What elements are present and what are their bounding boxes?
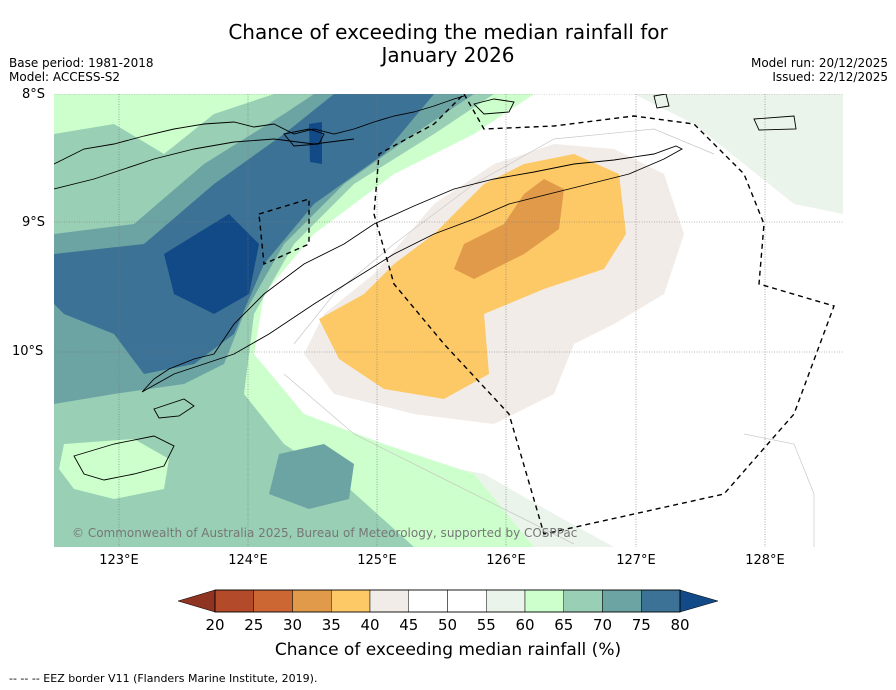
- meta-left: Base period: 1981-2018 Model: ACCESS-S2: [9, 56, 154, 84]
- colorbar-cell: [486, 589, 526, 613]
- map-title-line2: January 2026: [381, 43, 515, 67]
- contour-above-80: [164, 214, 259, 314]
- colorbar: [178, 589, 719, 613]
- flores-coastline: [54, 95, 465, 165]
- lon-label-126e: 126°E: [486, 553, 526, 568]
- colorbar-tick-label: 80: [670, 616, 690, 634]
- colorbar-tick-label: 60: [515, 616, 535, 634]
- colorbar-cell: [524, 589, 564, 613]
- colorbar-title: Chance of exceeding median rainfall (%): [274, 640, 622, 660]
- contour-line: [743, 433, 815, 547]
- colorbar-tick-label: 70: [592, 616, 613, 634]
- coastlines: [54, 94, 797, 481]
- lon-label-125e: 125°E: [357, 553, 397, 568]
- colorbar-cell: [292, 589, 332, 613]
- alor-island: [283, 128, 325, 147]
- colorbar-tick-label: 50: [437, 616, 458, 634]
- sumba-island-outline: [73, 435, 175, 481]
- colorbar-tick-label: 45: [399, 616, 419, 634]
- lon-label-124e: 124°E: [228, 553, 268, 568]
- lon-label-127e: 127°E: [616, 553, 656, 568]
- colorbar-cell: [331, 589, 371, 613]
- lat-label-10s: 10°S: [12, 344, 44, 359]
- rainfall-map: © Commonwealth of Australia 2025, Bureau…: [54, 94, 843, 547]
- colorbar-cell: [602, 589, 642, 613]
- timor-coastline: [141, 145, 683, 393]
- colorbar-outline: [214, 589, 681, 613]
- colorbar-tick-label: 35: [321, 616, 341, 634]
- base-period: Base period: 1981-2018: [9, 56, 154, 70]
- colorbar-over-arrow: [679, 589, 719, 613]
- lon-label-123e: 123°E: [99, 553, 139, 568]
- contour-70-75-south-blob: [269, 444, 354, 509]
- colorbar-cell: [369, 589, 409, 613]
- colorbar-tick-label: 65: [554, 616, 574, 634]
- flores-coastline-south: [54, 138, 355, 190]
- eez-footnote: -- -- -- EEZ border V11 (Flanders Marine…: [9, 672, 318, 685]
- colorbar-cell: [253, 589, 293, 613]
- graticule: [54, 94, 843, 547]
- lat-label-8s: 8°S: [22, 87, 46, 102]
- rote-island: [153, 398, 195, 419]
- lon-label-128e: 128°E: [745, 553, 785, 568]
- colorbar-tick-label: 75: [631, 616, 651, 634]
- copyright-notice: © Commonwealth of Australia 2025, Bureau…: [72, 526, 577, 540]
- issued-date: Issued: 22/12/2025: [772, 70, 888, 84]
- colorbar-cell: [447, 589, 487, 613]
- model-run: Model run: 20/12/2025: [750, 56, 888, 70]
- colorbar-cell: [214, 589, 254, 613]
- colorbar-tick-label: 25: [244, 616, 264, 634]
- colorbar-cell: [563, 589, 603, 613]
- babar-island: [653, 94, 670, 109]
- wetar-island: [473, 98, 515, 115]
- contour-line: [283, 373, 575, 545]
- colorbar-cell: [641, 589, 681, 613]
- contour-55-60-east: [634, 94, 843, 214]
- eez-border-west: [258, 198, 310, 266]
- eez-border: [373, 94, 835, 535]
- colorbar-under-arrow: [178, 589, 216, 613]
- colorbar-tick-label: 20: [205, 616, 225, 634]
- colorbar-tick-label: 55: [476, 616, 496, 634]
- meta-right: Model run: 20/12/2025 Issued: 22/12/2025: [751, 56, 888, 84]
- model-name: Model: ACCESS-S2: [9, 70, 121, 84]
- map-title-line1: Chance of exceeding the median rainfall …: [228, 20, 668, 44]
- colorbar-tick-label: 30: [282, 616, 303, 634]
- lat-label-9s: 9°S: [22, 215, 46, 230]
- contour-60-65-island: [59, 439, 169, 499]
- contour-30-35: [454, 179, 564, 279]
- colorbar-tick-label: 40: [360, 616, 380, 634]
- tanimbar-island: [753, 115, 797, 131]
- colorbar-cell: [408, 589, 448, 613]
